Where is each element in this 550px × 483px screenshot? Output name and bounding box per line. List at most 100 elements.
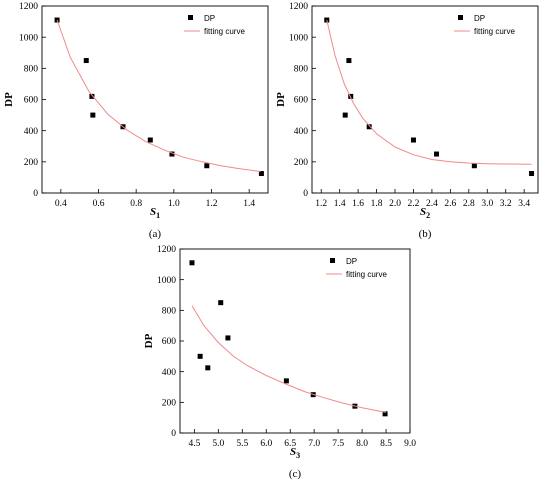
data-point [410, 137, 416, 143]
legend: DP fitting curve [326, 257, 387, 279]
x-axis-label-subscript: 2 [426, 211, 430, 220]
y-tick-label: 1200 [289, 2, 308, 12]
fitting-curve-line [326, 19, 532, 165]
x-axis-label-subscript: 1 [156, 211, 160, 220]
legend-marker-square [458, 15, 463, 20]
legend-marker-square [330, 258, 335, 263]
y-axis-label: DP [275, 92, 287, 107]
y-tick-label: 600 [24, 96, 39, 106]
x-axis-label: S2 [420, 206, 430, 220]
y-tick-label: 1200 [157, 245, 176, 255]
x-tick-label: 2.8 [463, 199, 475, 209]
panel-label: (c) [289, 468, 302, 480]
y-tick-label: 400 [294, 127, 309, 137]
data-point [471, 163, 477, 169]
x-tick-label: 4.5 [188, 439, 200, 449]
x-tick-label: 3.4 [518, 199, 530, 209]
x-tick-label: 1.8 [371, 199, 383, 209]
data-point [346, 58, 352, 64]
x-tick-label: 8.5 [380, 439, 392, 449]
y-tick-label: 1000 [289, 33, 308, 43]
x-tick-label: 3.2 [500, 199, 512, 209]
x-tick-label: 5.5 [236, 439, 248, 449]
legend-marker-square [188, 15, 193, 20]
data-point [204, 163, 210, 169]
data-point [83, 58, 89, 64]
y-axis-label: DP [143, 333, 155, 348]
legend-label-fitting-curve: fitting curve [204, 27, 245, 36]
y-tick-label: 200 [162, 399, 177, 409]
data-point [342, 112, 348, 118]
legend-label-dp: DP [474, 14, 485, 23]
x-tick-label: 6.0 [260, 439, 272, 449]
x-tick-label: 6.5 [284, 439, 296, 449]
y-tick-label: 200 [24, 158, 39, 168]
x-tick-label: 0.8 [130, 199, 142, 209]
fitting-curve-line [191, 305, 387, 413]
y-axis-label: DP [3, 92, 15, 107]
data-point [434, 151, 440, 157]
panel-label: (a) [149, 228, 162, 240]
data-point [382, 411, 388, 417]
y-tick-label: 400 [162, 368, 177, 378]
data-point [258, 171, 264, 177]
chart-panel-3: 4.5 5.0 5.5 6.0 6.5 7.0 7.5 8.0 8.5 9.0 0 200 400 600… [143, 245, 416, 480]
x-tick-label: 8.0 [356, 439, 368, 449]
data-point [197, 353, 203, 359]
x-tick-label: 1.2 [206, 199, 218, 209]
y-tick-label: 200 [294, 158, 309, 168]
data-point [283, 378, 289, 384]
chart-panel-1: 0.4 0.6 0.8 1.0 1.2 1.4 0 200 400 600 800 1000 1200 D… [3, 2, 269, 240]
y-tick-label: 600 [294, 96, 309, 106]
y-tick-label: 400 [24, 127, 39, 137]
data-point [366, 124, 372, 130]
fitting-curve-line [56, 19, 261, 172]
x-tick-label: 2.2 [408, 199, 420, 209]
x-tick-label: 1.0 [168, 199, 180, 209]
y-tick-label: 1200 [19, 2, 38, 12]
x-tick-label: 1.6 [352, 199, 364, 209]
x-tick-label: 7.0 [308, 439, 320, 449]
x-tick-label: 1.2 [315, 199, 327, 209]
x-axis-label-symbol: S [150, 206, 156, 218]
data-point [90, 112, 96, 118]
x-tick-label: 1.4 [334, 199, 346, 209]
x-tick-label: 1.4 [243, 199, 255, 209]
x-axis-label: S1 [150, 206, 160, 220]
y-tick-label: 800 [24, 65, 39, 75]
data-point [147, 137, 153, 143]
x-tick-label: 9.0 [404, 439, 416, 449]
x-tick-label: 2.6 [444, 199, 456, 209]
x-tick-label: 2.0 [389, 199, 401, 209]
chart-panel-2: 1.2 1.4 1.6 1.8 2.0 2.2 2.4 2.6 2.8 3.0 3.2 3.4 0 200… [275, 2, 539, 240]
x-tick-label: 5.0 [212, 439, 224, 449]
legend-label-fitting-curve: fitting curve [474, 27, 515, 36]
y-tick-label: 1000 [157, 276, 176, 286]
data-point [189, 260, 195, 266]
x-tick-label: 3.0 [481, 199, 493, 209]
legend-label-fitting-curve: fitting curve [346, 270, 387, 279]
panel-label: (b) [419, 228, 432, 240]
y-tick-label: 0 [171, 429, 176, 439]
data-point [225, 335, 231, 341]
x-axis-label-symbol: S [420, 206, 426, 218]
y-tick-label: 0 [33, 189, 38, 199]
x-axis-label-subscript: 3 [296, 451, 300, 460]
legend-label-dp: DP [346, 257, 357, 266]
y-tick-label: 800 [162, 307, 177, 317]
x-axis-label-symbol: S [290, 446, 296, 458]
data-point [348, 93, 354, 99]
x-axis-label: S3 [290, 446, 300, 460]
x-tick-label: 2.4 [426, 199, 438, 209]
legend-label-dp: DP [204, 14, 215, 23]
legend: DP fitting curve [454, 14, 515, 36]
x-tick-label: 7.5 [332, 439, 344, 449]
y-tick-label: 0 [303, 189, 308, 199]
data-point [169, 151, 175, 157]
x-tick-label: 0.6 [93, 199, 105, 209]
x-tick-label: 0.4 [55, 199, 67, 209]
y-tick-label: 600 [162, 337, 177, 347]
data-point [529, 171, 535, 177]
y-tick-label: 800 [294, 65, 309, 75]
